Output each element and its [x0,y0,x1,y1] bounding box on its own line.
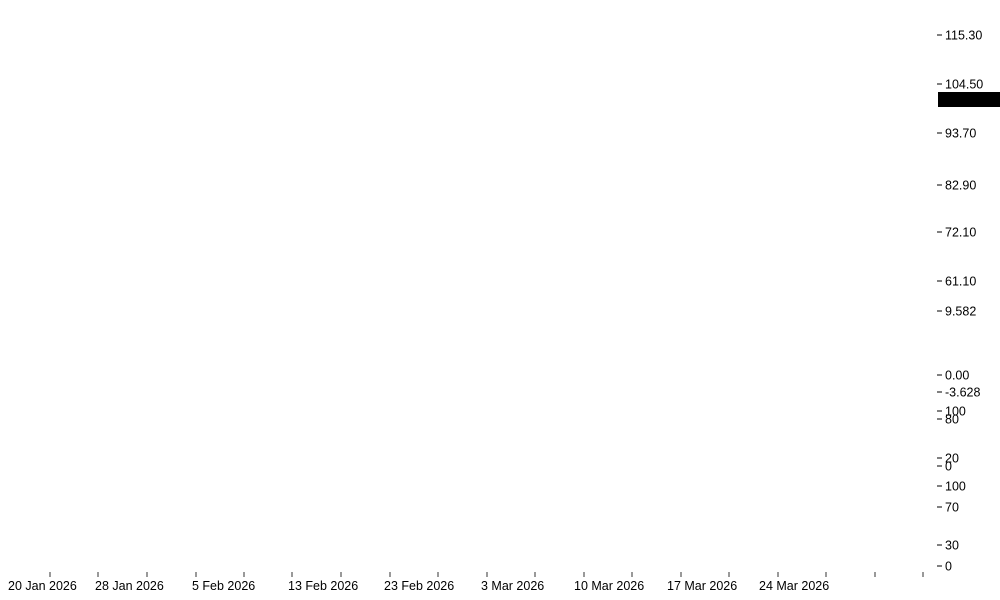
price-axis-label: 70 [945,501,959,515]
date-label: 10 Mar 2026 [574,579,644,593]
price-axis-label: 0 [945,560,952,574]
current-price-tag [938,92,1000,107]
price-axis-label: 100 [945,480,966,494]
date-label: 5 Feb 2026 [192,579,255,593]
price-axis-label: -3.628 [945,386,980,400]
price-axis-label: 104.50 [945,78,983,92]
date-label: 20 Jan 2026 [8,579,77,593]
date-label: 17 Mar 2026 [667,579,737,593]
date-label: 23 Feb 2026 [384,579,454,593]
price-axis-label: 100 [945,405,966,419]
price-axis-label: 82.90 [945,179,976,193]
price-axis-label: 72.10 [945,226,976,240]
date-label: 3 Mar 2026 [481,579,544,593]
price-axis-label: 20 [945,452,959,466]
price-axis-label: 93.70 [945,127,976,141]
date-label: 24 Mar 2026 [759,579,829,593]
price-axis-label: 115.30 [945,29,982,43]
date-label: 13 Feb 2026 [288,579,358,593]
price-axis-label: 9.582 [945,305,976,319]
price-axis-label: 80 [945,413,959,427]
date-label: 28 Jan 2026 [95,579,164,593]
price-axis-label: 0 [945,460,952,474]
price-axis-label: 61.10 [945,275,976,289]
price-axis-label: 30 [945,539,959,553]
price-axis-label: 0.00 [945,369,969,383]
